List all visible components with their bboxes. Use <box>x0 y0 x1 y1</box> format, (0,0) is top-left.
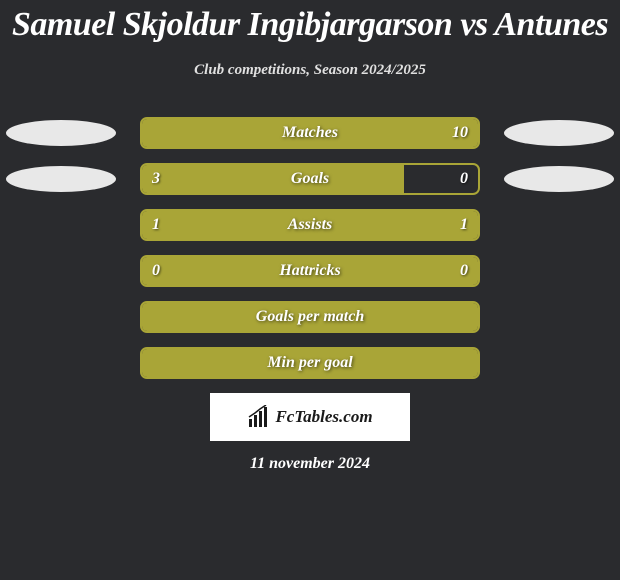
stat-bar: Min per goal <box>140 347 480 379</box>
page-title: Samuel Skjoldur Ingibjargarson vs Antune… <box>0 0 620 44</box>
stat-bar: 1 1 Assists <box>140 209 480 241</box>
stat-right-value: 0 <box>460 262 468 280</box>
stat-right-value: 10 <box>452 124 468 142</box>
footer-date: 11 november 2024 <box>0 455 620 473</box>
brand-text: FcTables.com <box>275 407 372 427</box>
stat-row: 10 Matches <box>0 117 620 149</box>
player-left-marker <box>6 166 116 192</box>
stat-bar: 0 0 Hattricks <box>140 255 480 287</box>
stat-label: Hattricks <box>279 262 340 280</box>
stat-label: Min per goal <box>267 354 352 372</box>
bar-right-fill <box>310 211 478 239</box>
stat-label: Goals <box>291 170 329 188</box>
stat-left-value: 0 <box>152 262 160 280</box>
stat-row: Min per goal <box>0 347 620 379</box>
stat-bar: Goals per match <box>140 301 480 333</box>
stat-right-value: 1 <box>460 216 468 234</box>
stat-row: 0 0 Hattricks <box>0 255 620 287</box>
bar-left-fill <box>142 165 404 193</box>
stat-label: Matches <box>282 124 338 142</box>
stat-left-value: 1 <box>152 216 160 234</box>
stat-row: Goals per match <box>0 301 620 333</box>
player-right-marker <box>504 120 614 146</box>
chart-icon <box>247 405 271 429</box>
brand-badge: FcTables.com <box>210 393 410 441</box>
player-right-marker <box>504 166 614 192</box>
bar-left-fill <box>142 211 310 239</box>
stat-row: 1 1 Assists <box>0 209 620 241</box>
comparison-chart: 10 Matches 3 0 Goals 1 1 Assists 0 0 Hattricks Goal… <box>0 117 620 379</box>
page-subtitle: Club competitions, Season 2024/2025 <box>0 62 620 79</box>
stat-bar: 10 Matches <box>140 117 480 149</box>
player-left-marker <box>6 120 116 146</box>
stat-label: Goals per match <box>256 308 364 326</box>
stat-bar: 3 0 Goals <box>140 163 480 195</box>
stat-label: Assists <box>288 216 332 234</box>
stat-right-value: 0 <box>460 170 468 188</box>
stat-row: 3 0 Goals <box>0 163 620 195</box>
stat-left-value: 3 <box>152 170 160 188</box>
